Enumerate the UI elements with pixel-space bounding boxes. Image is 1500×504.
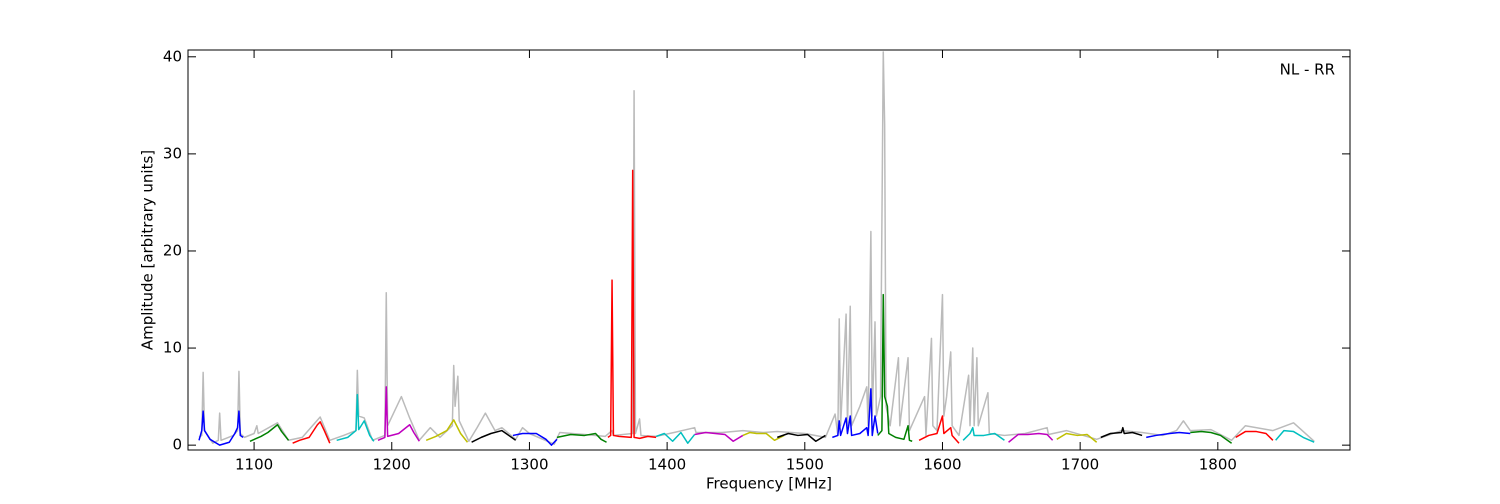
x-tick-label: 1500	[786, 456, 824, 474]
band-line	[607, 169, 657, 440]
x-tick-label: 1800	[1199, 456, 1237, 474]
y-tick-label: 30	[163, 144, 182, 162]
band-line	[471, 429, 517, 443]
x-tick-label: 1400	[648, 456, 686, 474]
band-line	[1146, 431, 1191, 439]
plot-area	[198, 51, 1315, 446]
band-line	[1008, 432, 1054, 443]
band-line	[425, 419, 469, 443]
band-line	[377, 386, 420, 442]
x-tick-label: 1100	[235, 456, 273, 474]
band-line	[918, 415, 960, 444]
band-line	[336, 393, 375, 442]
y-tick-label: 20	[163, 241, 182, 259]
band-line	[556, 432, 607, 443]
band-line	[1056, 432, 1098, 443]
band-line	[694, 431, 744, 443]
band-line	[1100, 426, 1143, 439]
background-line	[198, 51, 1315, 445]
band-line	[655, 431, 696, 444]
band-line	[832, 388, 879, 439]
x-tick-label: 1700	[1061, 456, 1099, 474]
band-line	[962, 426, 1005, 441]
x-tick-label: 1300	[510, 456, 548, 474]
y-tick-label: 10	[163, 339, 182, 357]
band-line	[742, 431, 785, 442]
band-line	[877, 293, 913, 442]
band-line	[1190, 430, 1233, 444]
band-line	[198, 410, 244, 446]
band-line	[777, 432, 826, 443]
x-tick-label: 1200	[373, 456, 411, 474]
axes-frame	[187, 49, 1351, 451]
band-line	[512, 432, 558, 446]
y-tick-label: 40	[163, 47, 182, 65]
band-line	[249, 424, 290, 442]
band-line	[1275, 429, 1315, 443]
x-tick-label: 1600	[923, 456, 961, 474]
annotation: NL - RR	[1280, 61, 1335, 79]
y-axis-label: Amplitude [arbitrary units]	[139, 150, 157, 350]
y-tick-label: 0	[172, 436, 182, 454]
band-line	[1235, 430, 1274, 441]
band-line	[292, 421, 331, 444]
x-axis-label: Frequency [MHz]	[706, 475, 832, 493]
